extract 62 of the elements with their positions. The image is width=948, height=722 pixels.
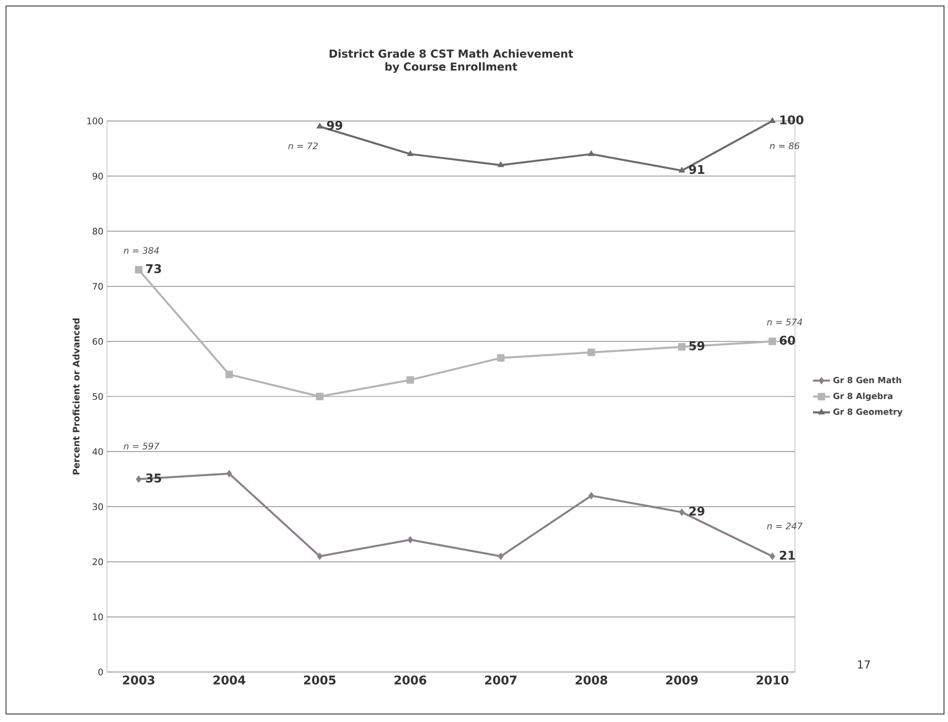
- data-label: 59: [689, 341, 704, 350]
- point: [769, 117, 776, 123]
- data-label: 21: [780, 550, 795, 560]
- point: [678, 166, 686, 173]
- annotation: n = 247: [766, 522, 803, 530]
- point: [497, 354, 505, 362]
- chart-subtitle: by Course Enrollment: [385, 62, 518, 73]
- y-tick-label: 20: [92, 558, 103, 566]
- point: [406, 376, 414, 384]
- x-tick-label: 2008: [576, 676, 608, 685]
- y-tick-label: 40: [92, 448, 103, 455]
- annotation: n = 574: [766, 318, 802, 326]
- x-tick-label: 2005: [304, 676, 336, 685]
- y-axis-title: Percent Proficient or Advanced: [72, 318, 80, 474]
- y-tick-label: 80: [92, 228, 103, 235]
- x-tick-label: 2003: [123, 676, 154, 685]
- point: [316, 552, 323, 560]
- y-tick-label: 100: [87, 118, 103, 124]
- text: 17: [858, 660, 870, 668]
- y-tick-label: 50: [92, 393, 103, 400]
- data-label: 99: [326, 120, 342, 130]
- point: [134, 266, 142, 274]
- annotation: n = 86: [770, 142, 800, 150]
- y-tick-label: 0: [98, 668, 103, 676]
- data-label: 73: [146, 264, 161, 274]
- x-tick-label: 2004: [214, 676, 246, 685]
- y-tick-label: 60: [92, 338, 103, 345]
- point: [406, 150, 414, 156]
- point: [770, 552, 776, 560]
- y-tick-label: 90: [92, 172, 103, 180]
- data-label: 60: [780, 336, 796, 345]
- y-tick-label: 30: [92, 503, 103, 510]
- x-tick-label: 2009: [666, 676, 698, 685]
- point: [316, 122, 324, 128]
- data-label: 100: [780, 115, 804, 124]
- point: [225, 370, 233, 378]
- point: [678, 343, 686, 351]
- point: [678, 508, 685, 516]
- point: [588, 150, 595, 156]
- point: [588, 492, 594, 500]
- legend-label: Gr 8 Algebra: [833, 392, 892, 401]
- chart-title: District Grade 8 CST Math Achievement: [330, 49, 574, 58]
- annotation: n = 384: [124, 247, 159, 254]
- data-label: 29: [689, 506, 704, 516]
- annotation: n = 72: [288, 142, 318, 150]
- x-tick-label: 2007: [485, 676, 516, 685]
- point: [588, 348, 596, 356]
- point: [498, 552, 504, 560]
- point: [768, 338, 776, 346]
- point: [226, 470, 232, 478]
- x-tick-label: 2006: [394, 676, 426, 685]
- legend-label: Gr 8 Gen Math: [833, 376, 902, 384]
- point: [498, 161, 504, 168]
- legend-label: Gr 8 Geometry: [833, 408, 903, 417]
- data-label: 91: [689, 164, 704, 174]
- annotation: n = 597: [124, 442, 160, 450]
- x-tick-label: 2010: [756, 676, 788, 685]
- point: [136, 475, 142, 483]
- point: [407, 536, 414, 544]
- y-tick-label: 10: [93, 614, 103, 620]
- point: [316, 392, 324, 400]
- y-tick-label: 70: [92, 282, 103, 290]
